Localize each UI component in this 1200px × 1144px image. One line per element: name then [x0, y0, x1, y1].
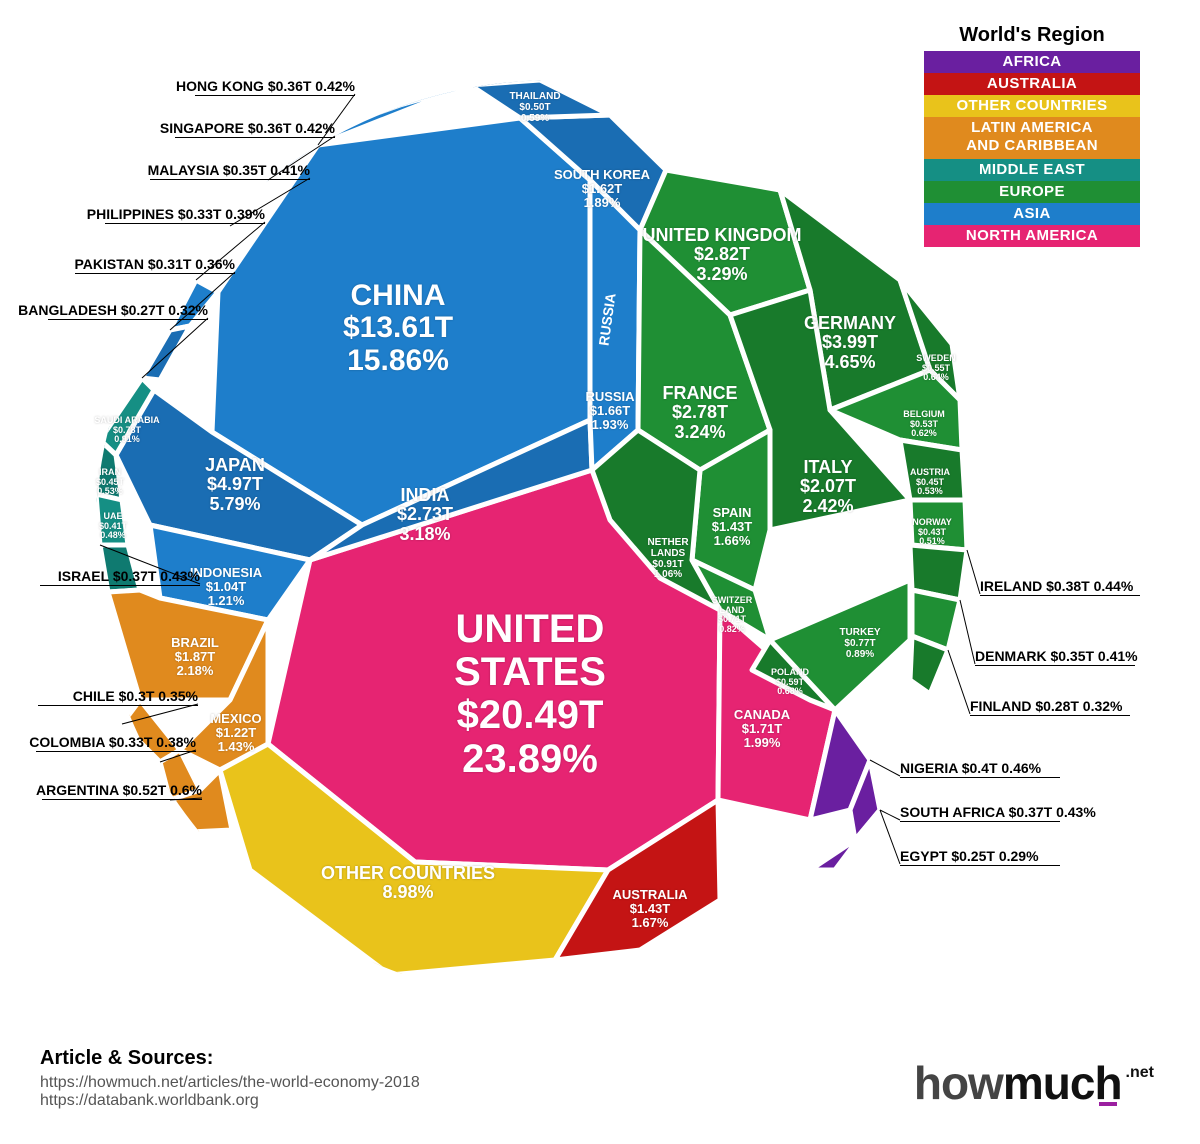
callout-label: NIGERIA $0.4T 0.46% — [900, 760, 1060, 778]
logo-part-muc: muc — [1003, 1057, 1095, 1109]
callout-label: SOUTH AFRICA $0.37T 0.43% — [900, 804, 1096, 822]
legend-item: OTHER COUNTRIES — [924, 95, 1140, 117]
legend-item: LATIN AMERICAAND CARIBBEAN — [924, 117, 1140, 159]
legend: World's Region AFRICAAUSTRALIAOTHER COUN… — [924, 24, 1140, 247]
callout-label: IRELAND $0.38T 0.44% — [980, 578, 1140, 596]
source-line-2: https://databank.worldbank.org — [40, 1092, 420, 1110]
callout-label: FINLAND $0.28T 0.32% — [970, 698, 1130, 716]
callout-label: CHILE $0.3T 0.35% — [38, 688, 198, 706]
callout-label: EGYPT $0.25T 0.29% — [900, 848, 1060, 866]
legend-item: AFRICA — [924, 51, 1140, 73]
callout-label: HONG KONG $0.36T 0.42% — [176, 78, 355, 96]
callout-label: PAKISTAN $0.31T 0.36% — [74, 256, 235, 274]
sources-title: Article & Sources: — [40, 1047, 420, 1070]
callout-label: COLOMBIA $0.33T 0.38% — [29, 734, 196, 752]
howmuch-logo: howmuch .net — [914, 1056, 1154, 1110]
sources: Article & Sources: https://howmuch.net/a… — [40, 1047, 420, 1110]
legend-item: MIDDLE EAST — [924, 159, 1140, 181]
callout-label: DENMARK $0.35T 0.41% — [975, 648, 1138, 666]
callout-label: PHILIPPINES $0.33T 0.39% — [87, 206, 265, 224]
legend-item: NORTH AMERICA — [924, 225, 1140, 247]
callout-label: MALAYSIA $0.35T 0.41% — [148, 162, 310, 180]
source-line-1: https://howmuch.net/articles/the-world-e… — [40, 1074, 420, 1092]
logo-suffix: .net — [1126, 1064, 1154, 1081]
logo-part-h: h — [1094, 1057, 1121, 1109]
legend-item: ASIA — [924, 203, 1140, 225]
legend-item: AUSTRALIA — [924, 73, 1140, 95]
legend-item: EUROPE — [924, 181, 1140, 203]
logo-part-how: how — [914, 1057, 1003, 1109]
legend-title: World's Region — [924, 24, 1140, 47]
callout-label: ARGENTINA $0.52T 0.6% — [36, 782, 202, 800]
callout-label: BANGLADESH $0.27T 0.32% — [18, 302, 208, 320]
callout-label: SINGAPORE $0.36T 0.42% — [160, 120, 335, 138]
infographic-root: { "type": "voronoi-treemap-infographic",… — [0, 0, 1200, 1144]
callout-label: ISRAEL $0.37T 0.43% — [40, 568, 200, 586]
